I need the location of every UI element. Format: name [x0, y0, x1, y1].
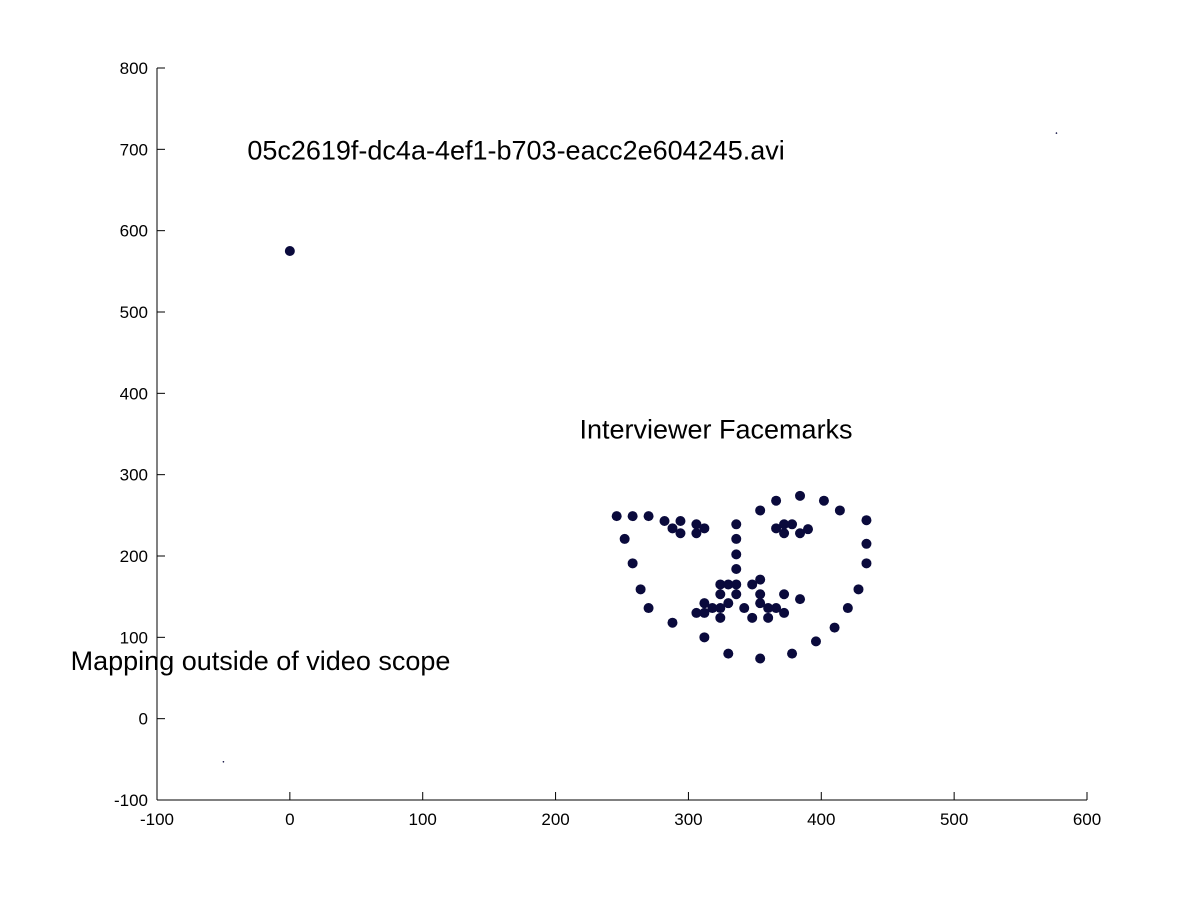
- annotations: 05c2619f-dc4a-4ef1-b703-eacc2e604245.avi…: [71, 135, 853, 676]
- data-point: [222, 760, 225, 763]
- data-point: [715, 589, 726, 600]
- data-point: [763, 603, 774, 614]
- data-point: [771, 495, 782, 506]
- data-point: [834, 505, 845, 516]
- data-point: [723, 579, 734, 590]
- data-point: [795, 594, 806, 605]
- data-point: [731, 579, 742, 590]
- data-point: [611, 511, 622, 522]
- data-point: [861, 538, 872, 549]
- data-point: [691, 519, 702, 530]
- x-tick-label: 400: [807, 810, 835, 829]
- data-point: [731, 589, 742, 600]
- y-tick-label: 200: [120, 547, 148, 566]
- y-tick-label: 300: [120, 466, 148, 485]
- data-point: [731, 549, 742, 560]
- data-point: [787, 648, 798, 659]
- data-point: [731, 519, 742, 530]
- data-point: [635, 584, 646, 595]
- y-tick-label: 400: [120, 384, 148, 403]
- data-point: [715, 603, 726, 614]
- y-tick-label: 500: [120, 303, 148, 322]
- data-point: [861, 515, 872, 526]
- x-tick-label: 500: [940, 810, 968, 829]
- data-point: [659, 516, 670, 527]
- data-point: [779, 607, 790, 618]
- data-point: [787, 519, 798, 530]
- y-tick-label: 700: [120, 140, 148, 159]
- data-point: [723, 648, 734, 659]
- data-point: [691, 528, 702, 539]
- data-point: [810, 636, 821, 647]
- data-point: [667, 617, 678, 628]
- data-point: [627, 558, 638, 569]
- data-point: [779, 519, 790, 530]
- data-point: [715, 579, 726, 590]
- data-point: [699, 607, 710, 618]
- data-point: [755, 505, 766, 516]
- data-point: [707, 603, 718, 614]
- data-point: [747, 612, 758, 623]
- data-point: [731, 564, 742, 575]
- data-point: [715, 612, 726, 623]
- data-points: [222, 132, 1058, 763]
- data-point: [723, 598, 734, 609]
- y-tick-label: 100: [120, 628, 148, 647]
- data-point: [779, 589, 790, 600]
- data-point: [284, 246, 295, 256]
- data-point: [627, 511, 638, 522]
- x-tick-label: 100: [409, 810, 437, 829]
- data-point: [771, 523, 782, 534]
- data-point: [755, 598, 766, 609]
- data-point: [795, 490, 806, 501]
- data-point: [755, 574, 766, 585]
- data-point: [861, 558, 872, 569]
- data-point: [731, 533, 742, 544]
- data-point: [829, 622, 840, 633]
- axes: [156, 67, 1088, 801]
- x-tick-label: 0: [285, 810, 294, 829]
- data-point: [747, 579, 758, 590]
- y-tick-label: 0: [139, 710, 148, 729]
- data-point: [771, 603, 782, 614]
- x-tick-label: 300: [674, 810, 702, 829]
- data-point: [643, 603, 654, 614]
- data-point: [739, 603, 750, 614]
- data-point: [763, 612, 774, 623]
- x-tick-label: -100: [140, 810, 174, 829]
- data-point: [675, 528, 686, 539]
- data-point: [699, 632, 710, 643]
- data-point: [699, 523, 710, 534]
- annotation-text: Mapping outside of video scope: [71, 646, 451, 676]
- data-point: [818, 495, 829, 506]
- y-tick-label: 600: [120, 222, 148, 241]
- data-point: [643, 511, 654, 522]
- data-point: [675, 516, 686, 527]
- data-point: [699, 598, 710, 609]
- data-point: [667, 523, 678, 534]
- data-point: [1055, 132, 1058, 134]
- data-point: [755, 589, 766, 600]
- data-point: [755, 653, 766, 664]
- data-point: [803, 524, 813, 535]
- data-point: [691, 607, 702, 618]
- data-point: [795, 528, 806, 539]
- data-point: [853, 584, 864, 595]
- annotation-text: 05c2619f-dc4a-4ef1-b703-eacc2e604245.avi: [247, 135, 784, 165]
- data-point: [842, 603, 853, 614]
- y-tick-label: 800: [120, 59, 148, 78]
- tick-labels: -100 0 100 200 300 400 500 600 -100 0 100 200 300 400…: [114, 59, 1101, 829]
- y-tick-label: -100: [114, 791, 148, 810]
- x-tick-label: 200: [541, 810, 569, 829]
- data-point: [779, 528, 790, 539]
- x-tick-label: 600: [1073, 810, 1101, 829]
- data-point: [619, 533, 630, 544]
- annotation-text: Interviewer Facemarks: [579, 414, 852, 444]
